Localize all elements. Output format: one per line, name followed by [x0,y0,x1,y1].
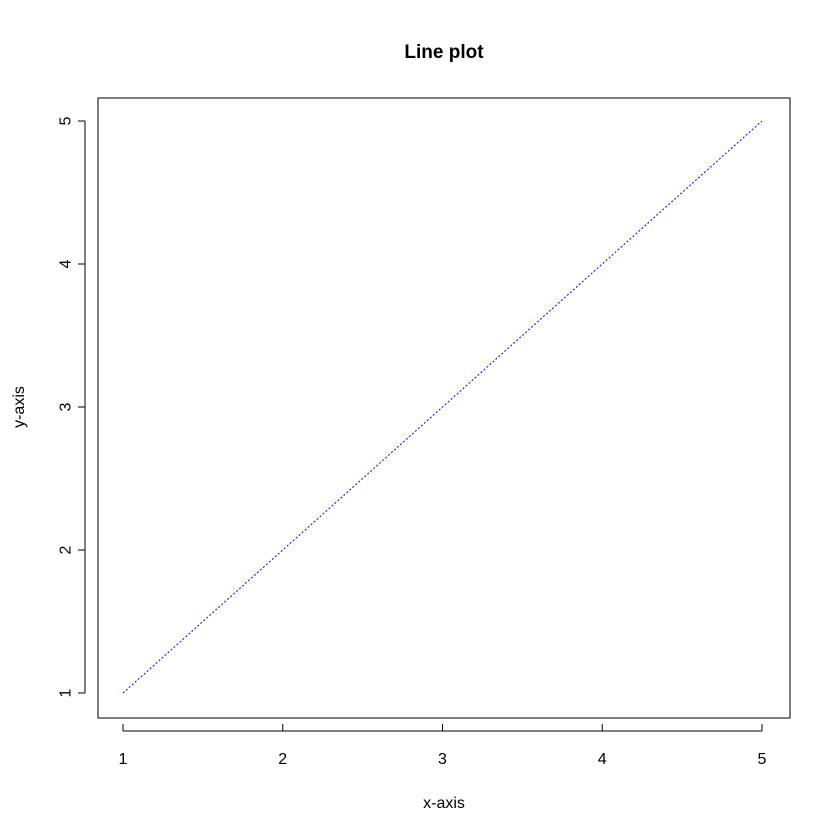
x-tick-label: 5 [758,751,767,768]
chart-title: Line plot [404,42,484,63]
x-tick-label: 3 [438,751,447,768]
x-axis-title: x-axis [423,795,465,812]
x-tick-label: 1 [119,751,128,768]
y-tick-label: 3 [58,402,75,411]
series-layer [122,120,763,694]
x-tick-label: 2 [278,751,287,768]
axes-layer: 1 2 3 4 5 1 2 3 4 5 [58,116,767,768]
y-tick-label: 1 [58,688,75,697]
series-line-1 [122,120,763,694]
y-tick-label: 5 [58,116,75,125]
x-tick-label: 4 [598,751,607,768]
y-axis-title: y-axis [11,386,28,428]
plot-area-frame [97,97,791,719]
y-tick-label: 2 [58,545,75,554]
y-tick-label: 4 [58,259,75,268]
